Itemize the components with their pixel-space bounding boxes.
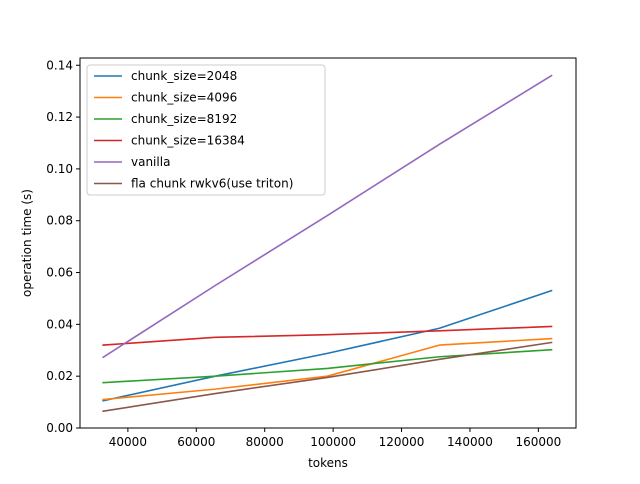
y-tick-label: 0.02: [46, 369, 73, 383]
legend-entry-label: vanilla: [131, 155, 170, 169]
x-axis: 40000 60000 80000 100000 120000 140000 160000: [109, 428, 561, 449]
x-tick-label: 100000: [310, 435, 356, 449]
y-axis-label: operation time (s): [20, 189, 34, 297]
series-line-0: [102, 289, 553, 402]
plot-frame: [79, 57, 577, 429]
legend-entry-label: fla chunk rwkv6(use triton): [131, 177, 293, 191]
series-line-1: [102, 337, 553, 401]
x-tick-label: 40000: [109, 435, 147, 449]
x-tick-label: 140000: [447, 435, 493, 449]
legend-entry-label: chunk_size=2048: [131, 69, 237, 83]
y-tick-label: 0.08: [46, 214, 73, 228]
x-axis-label: tokens: [308, 456, 348, 470]
y-tick-label: 0.06: [46, 266, 73, 280]
y-tick-label: 0.04: [46, 317, 73, 331]
x-tick-label: 120000: [379, 435, 425, 449]
y-tick-label: 0.14: [46, 58, 73, 72]
y-tick-label: 0.00: [46, 421, 73, 435]
x-tick-label: 80000: [246, 435, 284, 449]
y-tick-label: 0.10: [46, 162, 73, 176]
legend-entry-label: chunk_size=4096: [131, 91, 237, 105]
y-axis: 0.00 0.02 0.04 0.06 0.08 0.10 0.12 0.14: [46, 58, 80, 435]
series-line-3: [102, 325, 553, 346]
y-tick-label: 0.12: [46, 110, 73, 124]
x-tick-label: 160000: [515, 435, 561, 449]
legend: chunk_size=2048 chunk_size=4096 chunk_size…: [86, 64, 326, 196]
plot-lines: [102, 74, 553, 413]
legend-entry-label: chunk_size=8192: [131, 112, 237, 126]
legend-box: [86, 64, 326, 196]
series-line-5: [102, 341, 553, 413]
x-tick-label: 60000: [177, 435, 215, 449]
legend-entry-label: chunk_size=16384: [131, 134, 245, 148]
series-line-4: [102, 74, 553, 359]
